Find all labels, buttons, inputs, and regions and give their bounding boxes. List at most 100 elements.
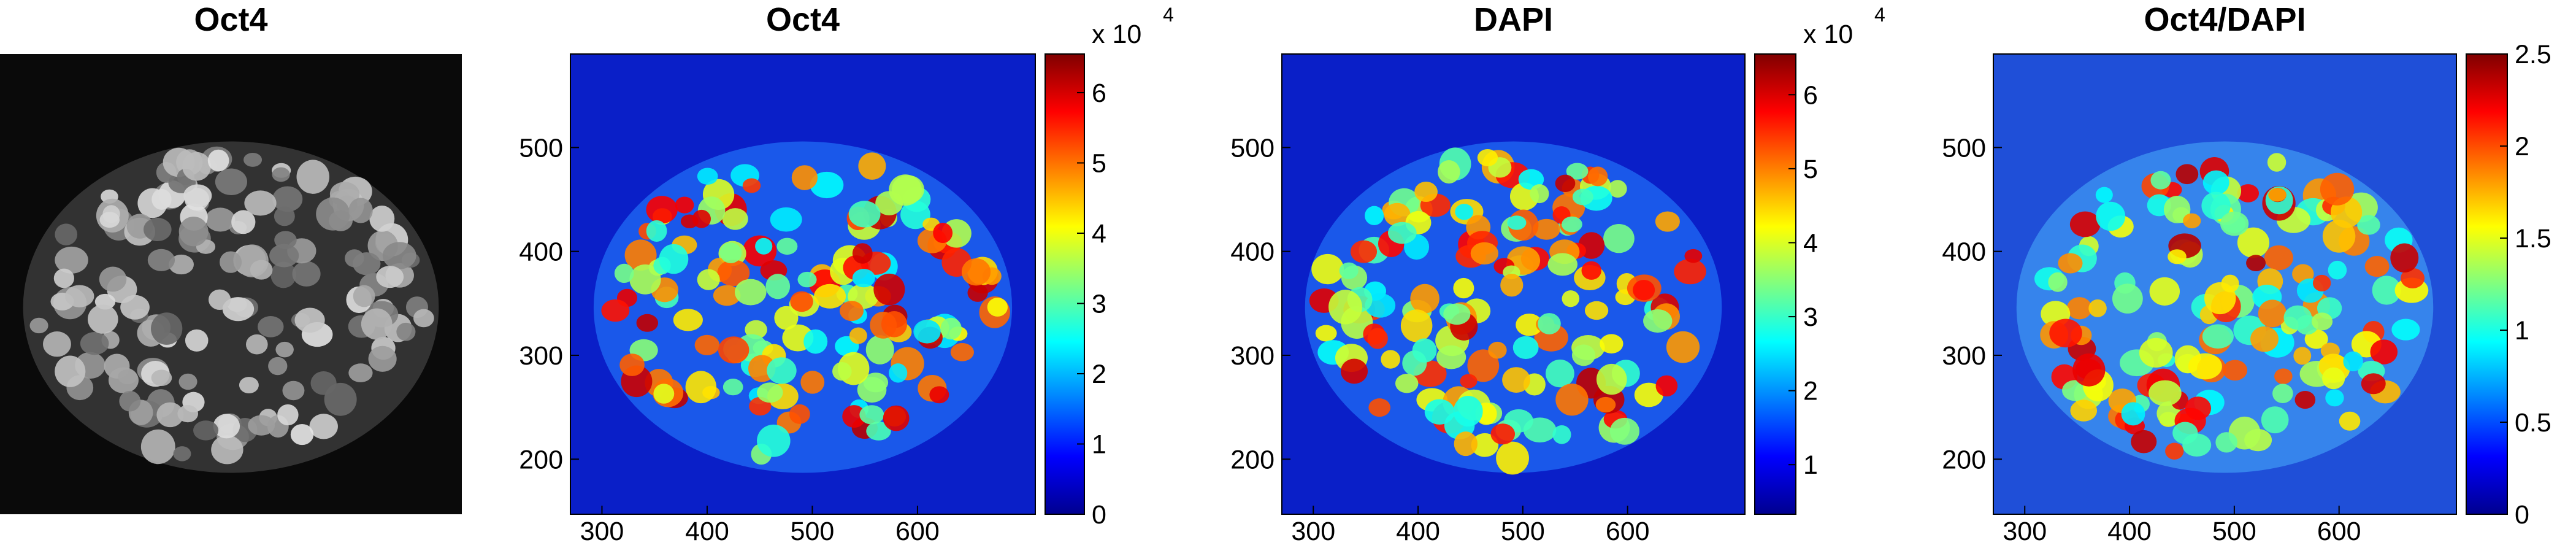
cell [713,285,741,306]
cell [1581,261,1601,280]
cell [1410,284,1439,314]
cell [1443,303,1471,325]
cell [55,223,78,245]
cell [2131,430,2157,453]
cell [913,319,941,344]
colorbar-tick-label: 6 [1092,79,1106,108]
cell [1502,367,1530,393]
cell [2339,411,2361,431]
cell [1595,396,1616,413]
cell [1350,240,1378,263]
cell [1436,345,1466,369]
y-tick-label: 500 [1942,133,1986,163]
x-tick-label: 300 [580,517,624,546]
cell [151,188,172,210]
cell [866,422,891,441]
cell [2322,220,2356,253]
image-area [1281,53,1746,515]
cell [636,314,659,332]
cell [248,415,275,436]
cell [653,384,675,404]
y-tick-label: 500 [519,133,563,163]
cell [239,377,259,394]
cell [413,309,434,328]
colorbar-tick-label: 0 [2515,500,2529,530]
colorbar-tick-label: 4 [1803,228,1818,258]
cell [858,152,886,180]
image-content [1993,54,2456,514]
cell [1666,331,1700,363]
y-tick-label: 300 [519,341,563,371]
cell [848,201,881,228]
cell [140,429,175,465]
cell [376,266,404,288]
cell [272,186,303,212]
image-frame [1281,53,1746,515]
cell [2049,318,2082,348]
cell [614,263,634,284]
cell [2215,432,2237,453]
cell [2357,215,2380,235]
cell [282,380,305,401]
cell [244,190,277,216]
x-tick-label: 500 [791,517,835,546]
cell [889,363,908,383]
cell [1454,431,1478,457]
cell [659,244,689,274]
cell [2066,297,2092,320]
cell [1566,163,1589,180]
cell [2095,187,2113,203]
x-tick-label: 600 [2317,517,2361,546]
cell [800,371,825,394]
cell [1477,149,1498,166]
cell [685,371,717,404]
cell [2058,253,2083,274]
cell [840,301,864,322]
cell [207,149,229,172]
cell [213,414,240,439]
cell [275,341,294,358]
colorbar-exponent: 4 [1874,4,1885,26]
colorbar-tick-label: 0 [1092,500,1106,530]
cell [2172,422,2198,444]
y-tick-label: 300 [1230,341,1275,371]
cell [215,168,248,196]
cell [205,207,236,232]
cell [929,386,949,404]
cell [1633,279,1655,301]
x-tick-label: 500 [2212,517,2256,546]
cell [770,207,802,232]
cell [2237,184,2260,203]
cell [790,291,813,312]
cell [2237,227,2270,258]
cell [245,334,268,355]
cell [1414,182,1438,203]
cell [723,379,743,396]
cell [169,254,194,275]
cell [757,424,791,457]
cell [865,335,894,365]
panel-title: Oct4 [766,1,840,38]
cell [2401,268,2425,288]
cell [889,174,922,206]
cell [2322,367,2345,390]
cell [2150,171,2171,190]
cell [2220,211,2249,236]
cell [1496,441,1529,475]
cell [1655,375,1678,397]
cell [2070,399,2098,422]
colorbar-tick-label: 5 [1092,149,1106,178]
cell [208,289,231,310]
y-tick-label: 200 [1230,445,1275,474]
cell [151,369,172,386]
cell [1555,174,1576,193]
cell [151,312,183,345]
cell [601,299,630,322]
cell [2267,153,2287,172]
cell [1453,396,1483,427]
cell [348,363,373,382]
cell [1634,382,1663,407]
colorbar-tick-label: 6 [1803,80,1818,110]
cell [1507,215,1527,230]
cell [1546,359,1574,388]
